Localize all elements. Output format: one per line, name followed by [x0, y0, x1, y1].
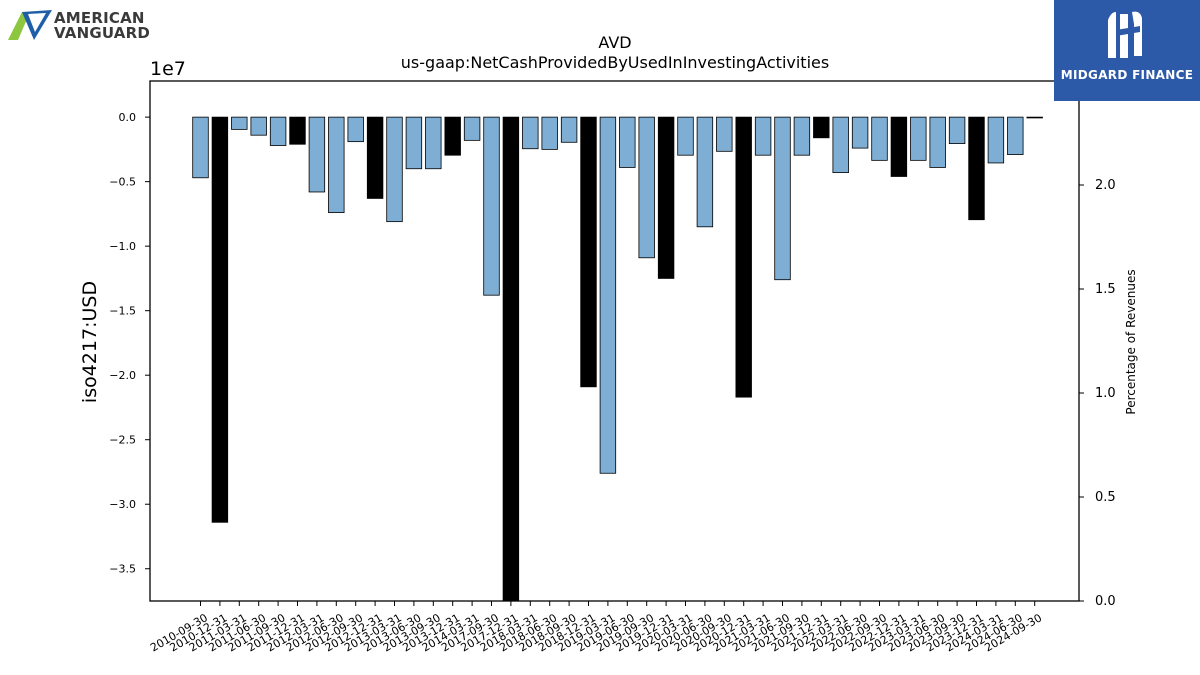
y-tick-label: −2.0: [109, 369, 136, 382]
bar-2019-06-30: [619, 116, 636, 168]
bar-2022-03-31: [832, 116, 849, 174]
bar-2022-09-30: [871, 116, 888, 161]
logo-right-text: MIDGARD FINANCE: [1060, 68, 1194, 82]
bar-2020-09-30: [716, 116, 733, 152]
bar-2022-06-30: [851, 116, 869, 149]
y-tick-label: −2.5: [109, 434, 136, 447]
y-tick-label: −3.0: [109, 498, 136, 511]
bar-2017-12-31: [502, 116, 520, 602]
chart-subtitle: us-gaap:NetCashProvidedByUsedInInvesting…: [401, 53, 829, 72]
bar-2024-09-30: [1026, 116, 1043, 119]
bar-2022-12-31: [890, 116, 908, 177]
bar-2024-06-30: [1007, 116, 1024, 155]
bar-2018-03-31: [522, 116, 539, 150]
american-vanguard-logo: AMERICAN VANGUARD: [8, 8, 168, 48]
bar-2018-06-30: [541, 116, 558, 150]
x-axis-ticks: 2010-09-302010-12-312011-03-312011-06-30…: [148, 601, 1044, 654]
bar-2023-12-31: [968, 116, 985, 221]
y2-tick-label: 2.0: [1095, 178, 1116, 193]
chart-title: AVD: [598, 33, 631, 52]
bar-2023-03-31: [910, 116, 927, 161]
bar-2012-12-31: [366, 116, 384, 199]
midgard-finance-logo: MIDGARD FINANCE: [1054, 0, 1200, 101]
bar-2021-09-30: [793, 116, 811, 156]
y-tick-label: −1.5: [109, 305, 136, 318]
bar-2018-12-31: [580, 116, 597, 388]
bar-2023-09-30: [948, 116, 966, 144]
y2-axis-ticks: 0.00.51.01.52.02.5: [1079, 74, 1116, 609]
bar-2018-09-30: [560, 116, 578, 143]
bar-2020-12-31: [735, 116, 752, 398]
bar-2020-03-31: [677, 116, 694, 156]
y-axis-ticks: 0.0 −0.5 −1.0 −1.5 −2.0 −2.5 −3.0 −3.5: [109, 111, 150, 576]
y2-tick-label: 0.0: [1095, 594, 1116, 609]
bar-2011-12-31: [289, 116, 306, 145]
midgard-finance-logo-icon: [1108, 11, 1142, 58]
bar-2011-09-30: [269, 116, 287, 146]
bar-2014-03-31: [463, 116, 481, 141]
y2-tick-label: 0.5: [1095, 490, 1116, 505]
bar-2010-12-31: [211, 116, 229, 523]
y-tick-label: −1.0: [109, 240, 136, 253]
bar-2012-09-30: [347, 116, 364, 143]
bar-2013-03-31: [386, 116, 403, 223]
y2-tick-label: 1.5: [1095, 282, 1116, 297]
bar-2012-06-30: [328, 116, 345, 214]
bar-2021-12-31: [813, 116, 830, 139]
bar-2021-06-30: [774, 116, 791, 281]
bars-group: [192, 116, 1043, 602]
bar-2020-06-30: [696, 116, 714, 228]
y-tick-label: −3.5: [109, 563, 136, 576]
bar-2019-12-31: [657, 116, 675, 279]
bar-2023-06-30: [929, 116, 946, 168]
bar-2019-09-30: [638, 116, 655, 259]
logo-left-line2: VANGUARD: [54, 24, 150, 42]
plot-frame: [149, 80, 1080, 602]
american-vanguard-logo-icon: [8, 10, 52, 40]
y-tick-label: −0.5: [109, 176, 136, 189]
bar-2013-06-30: [405, 116, 423, 170]
logo-left-line1: AMERICAN: [54, 9, 145, 27]
bar-2024-03-31: [987, 116, 1005, 164]
y-tick-label: 0.0: [119, 111, 137, 124]
y2-axis-label: Percentage of Revenues: [1124, 269, 1138, 414]
bar-2021-03-31: [754, 116, 772, 156]
bar-2019-03-31: [599, 116, 617, 474]
y-axis-label: iso4217:USD: [79, 281, 101, 403]
y2-tick-label: 1.0: [1095, 386, 1116, 401]
bar-2017-09-30: [483, 116, 500, 296]
bar-2013-09-30: [425, 116, 442, 170]
bar-2011-03-31: [231, 116, 248, 130]
bar-2011-06-30: [250, 116, 267, 136]
y-axis-offset-label: 1e7: [150, 58, 186, 80]
bar-2013-12-31: [444, 116, 461, 156]
bar-2010-09-30: [192, 116, 209, 179]
bar-2012-03-31: [308, 116, 326, 193]
